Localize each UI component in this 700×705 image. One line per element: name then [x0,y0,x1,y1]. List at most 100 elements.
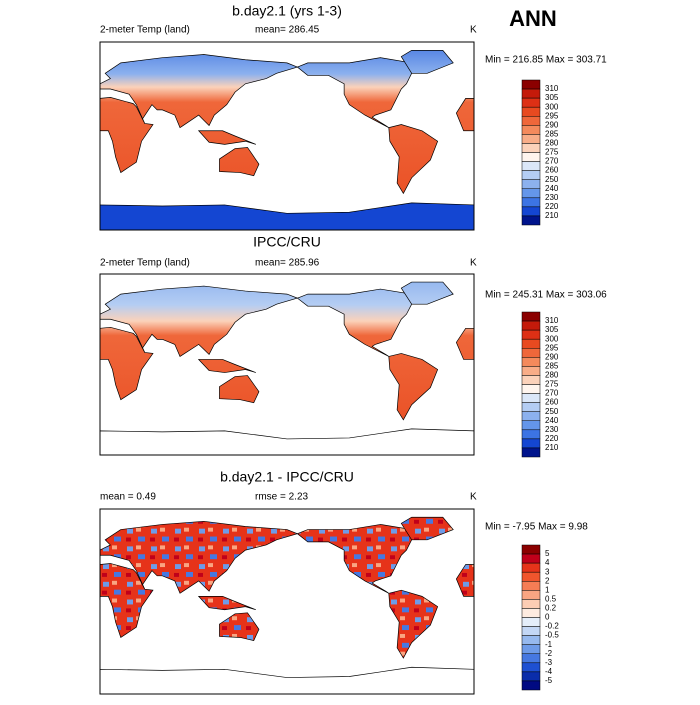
map-frame [99,508,475,695]
colorbar-label: 280 [545,371,559,380]
colorbar-swatch [521,420,541,431]
map-frame [99,41,475,231]
colorbar-label: -0.2 [545,622,559,631]
colorbar-label: 295 [545,111,559,120]
colorbar-swatch [521,116,541,126]
colorbar-label: 310 [545,316,559,325]
land [99,326,154,401]
colorbar-swatch [521,97,541,108]
colorbar-swatch [521,311,541,322]
colorbar-swatch [521,653,541,664]
colorbar-swatch [521,106,541,117]
colorbar-label: 270 [545,389,559,398]
panel-title: b.day2.1 (yrs 1-3) [232,3,342,19]
colorbar-swatch [521,402,541,412]
panel-title: IPCC/CRU [253,234,321,250]
colorbar-swatch [521,617,541,627]
colorbar-swatch [521,179,541,189]
colorbar-swatch [521,357,541,367]
panel-left-label: 2-meter Temp (land) [100,258,190,269]
colorbar-swatch [521,411,541,421]
colorbar-swatch [521,375,541,385]
land [219,612,260,641]
colorbar-label: 4 [545,558,550,567]
colorbar-swatch [521,215,541,226]
colorbar-label: 210 [545,211,559,220]
land [219,375,260,404]
land [388,589,439,659]
colorbar-label: 310 [545,84,559,93]
panel-center-label: mean= 286.45 [255,25,320,36]
colorbar-label: 305 [545,325,559,334]
land [388,353,439,421]
colorbar-label: 275 [545,380,559,389]
colorbar-label: 240 [545,184,559,193]
colorbar-label: 0.5 [545,594,557,603]
panel-left-label: mean = 0.49 [100,492,156,503]
colorbar-label: 260 [545,398,559,407]
season-label: ANN [509,6,557,31]
colorbar-label: 0 [545,613,550,622]
colorbar-label: 270 [545,157,559,166]
colorbar-swatch [521,680,541,691]
colorbar-label: 230 [545,193,559,202]
colorbar-swatch [521,188,541,199]
colorbar-swatch [521,366,541,376]
colorbar-label: 305 [545,93,559,102]
colorbar-label: 240 [545,416,559,425]
colorbar-label: 300 [545,102,559,111]
panel-center-label: rmse = 2.23 [255,492,309,503]
colorbar-swatch [521,393,541,403]
colorbar-swatch [521,608,541,618]
colorbar-label: 260 [545,166,559,175]
colorbar-swatch [521,590,541,600]
land [400,281,454,305]
land [400,50,454,74]
colorbar-swatch [521,152,541,162]
colorbar-swatch [521,581,541,591]
panel-unit: K [470,258,477,269]
colorbar-label: -4 [545,667,553,676]
colorbar-swatch [521,626,541,636]
land [99,563,154,639]
colorbar-swatch [521,143,541,153]
panel-stats: Min = 245.31 Max = 303.06 [485,290,607,301]
land [296,524,413,594]
panel-left-label: 2-meter Temp (land) [100,25,190,36]
land [388,124,439,195]
colorbar-label: 290 [545,120,559,129]
colorbar-label: 220 [545,434,559,443]
colorbar-swatch [521,161,541,171]
panel-stats: Min = -7.95 Max = 9.98 [485,522,588,533]
land [197,130,256,145]
panel-title: b.day2.1 - IPCC/CRU [220,469,354,485]
colorbar-swatch [521,79,541,90]
colorbar-swatch [521,429,541,440]
colorbar-label: 280 [545,139,559,148]
map-frame [99,273,475,456]
colorbar-label: 230 [545,425,559,434]
land [400,516,454,541]
colorbar-swatch [521,320,541,331]
colorbar-swatch [521,671,541,682]
colorbar-swatch [521,447,541,458]
colorbar-swatch [521,348,541,358]
panel-unit: K [470,25,477,36]
colorbar-label: -1 [545,640,553,649]
colorbar-label: 3 [545,567,550,576]
colorbar-swatch [521,553,541,564]
colorbar-label: 285 [545,361,559,370]
map [99,274,475,456]
colorbar-swatch [521,338,541,349]
colorbar-label: -0.5 [545,631,559,640]
land [197,359,256,373]
colorbar-label: 0.2 [545,604,557,613]
colorbar-swatch [521,125,541,135]
colorbar-label: 220 [545,202,559,211]
panel-unit: K [470,492,477,503]
colorbar-swatch [521,206,541,217]
colorbar-swatch [521,384,541,394]
colorbar-swatch [521,197,541,208]
colorbar-swatch [521,329,541,340]
